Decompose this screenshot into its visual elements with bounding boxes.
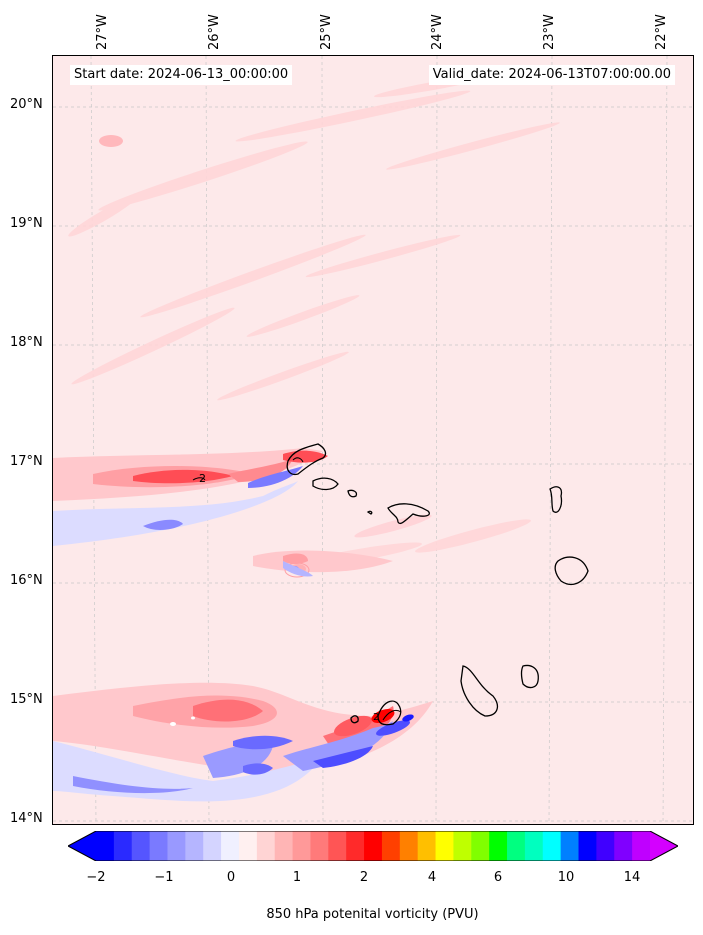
lat-label-19n: 19°N: [10, 216, 43, 231]
colorbar-segment: [238, 831, 258, 861]
contour-lines: [192, 457, 402, 721]
lon-label-22w: 22°W: [654, 14, 669, 50]
colorbar-segment: [274, 831, 294, 861]
colorbar-segment: [96, 831, 115, 861]
colorbar-segment: [489, 831, 508, 861]
colorbar-segment: [113, 831, 133, 861]
northern-vorticity-band: [53, 448, 432, 578]
island-santiago: [460, 665, 499, 717]
colorbar-segment: [596, 831, 615, 861]
colorbar-segment: [560, 831, 580, 861]
colorbar-segment: [399, 831, 419, 861]
island-brava: [350, 715, 359, 724]
colorbar-segment: [614, 831, 633, 861]
island-boa-vista: [554, 556, 589, 585]
lon-label-24w: 24°W: [430, 14, 445, 50]
colorbar-segment: [542, 831, 562, 861]
lat-label-16n: 16°N: [10, 573, 43, 588]
colorbar-segment: [417, 831, 437, 861]
colorbar-segment: [364, 831, 383, 861]
island-fogo: [377, 700, 402, 726]
colorbar-tick: 4: [427, 870, 437, 885]
contour-label: 2: [373, 712, 379, 723]
colorbar-segment: [310, 831, 329, 861]
colorbar-segment: [221, 831, 240, 861]
vorticity-map: 2 2: [53, 56, 693, 824]
northern-streaks: [68, 74, 560, 570]
colorbar-tick: −2: [86, 870, 106, 885]
island-sao-vicente: [312, 477, 339, 491]
southern-vorticity-band: [53, 682, 433, 802]
colorbar-segment: [524, 831, 544, 861]
colorbar-segment: [453, 831, 472, 861]
colorbar-segment: [507, 831, 526, 861]
island-santa-luzia: [347, 489, 358, 498]
colorbar-segment: [292, 831, 311, 861]
graticule: [53, 56, 693, 824]
colorbar-segment: [131, 831, 151, 861]
lat-label-20n: 20°N: [10, 97, 43, 112]
lat-label-17n: 17°N: [10, 454, 43, 469]
colorbar-segment: [203, 831, 222, 861]
colorbar-segment: [578, 831, 597, 861]
red-spot: [99, 135, 123, 147]
island-maio: [520, 664, 539, 689]
colorbar-tick: −1: [154, 870, 174, 885]
island-sao-nicolau: [387, 503, 430, 525]
lat-label-18n: 18°N: [10, 335, 43, 350]
colorbar-segment: [632, 831, 651, 861]
island-sal: [549, 486, 563, 513]
lat-label-14n: 14°N: [10, 811, 43, 826]
colorbar-extend-max: [650, 831, 678, 861]
lat-label-15n: 15°N: [10, 692, 43, 707]
colorbar-segment: [167, 831, 186, 861]
contour-label: 2: [199, 472, 206, 485]
colorbar-segment: [328, 831, 347, 861]
island-islet: [366, 510, 373, 515]
colorbar-segment: [185, 831, 204, 861]
island-outlines: [286, 443, 589, 726]
colorbar-segment: [381, 831, 401, 861]
colorbar-tick: 2: [359, 870, 369, 885]
colorbar-tick: 6: [493, 870, 503, 885]
lon-label-25w: 25°W: [319, 14, 334, 50]
colorbar-segment: [346, 831, 365, 861]
lon-label-23w: 23°W: [542, 14, 557, 50]
colorbar-label: 850 hPa potenital vorticity (PVU): [266, 907, 479, 922]
colorbar-tick: 1: [292, 870, 302, 885]
colorbar-tick: 0: [226, 870, 236, 885]
lon-label-26w: 26°W: [207, 14, 222, 50]
colorbar-extend-min: [68, 831, 96, 861]
colorbar-segment: [256, 831, 276, 861]
colorbar-tick: 10: [557, 870, 575, 885]
colorbar: [68, 831, 678, 861]
map-panel: 2 2 Start date: 2024-06-13_00:00:00 Vali…: [52, 55, 694, 825]
valid-date-label: Valid_date: 2024-06-13T07:00:00.00: [428, 65, 675, 85]
colorbar-segment: [149, 831, 168, 861]
colorbar-segment: [471, 831, 490, 861]
colorbar-segment: [435, 831, 454, 861]
start-date-label: Start date: 2024-06-13_00:00:00: [70, 65, 293, 85]
lon-label-27w: 27°W: [95, 14, 110, 50]
colorbar-tick: 14: [623, 870, 641, 885]
island-santo-antao: [286, 443, 327, 476]
